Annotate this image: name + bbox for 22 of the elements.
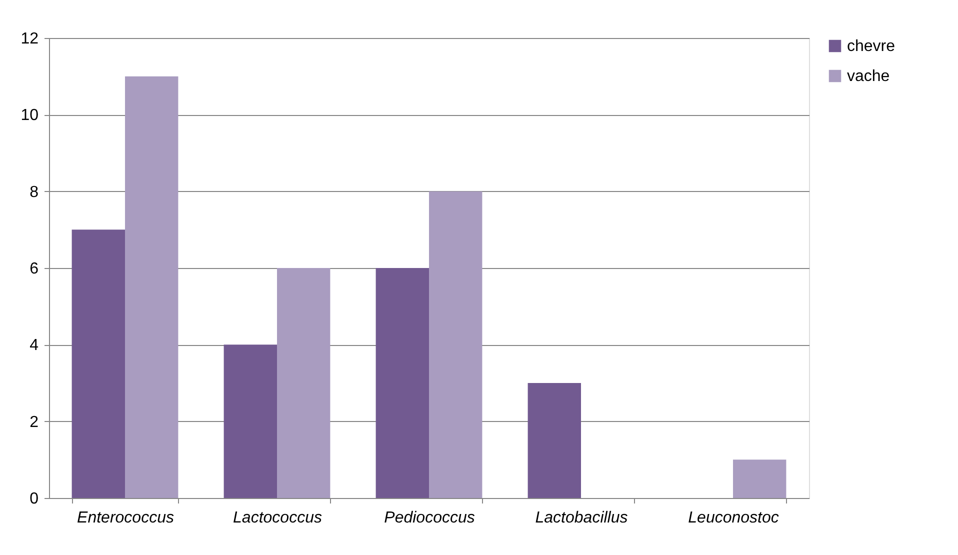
x-tick-label: Pediococcus bbox=[384, 510, 475, 526]
bar bbox=[528, 383, 581, 498]
y-tick-label: 0 bbox=[30, 490, 39, 508]
x-tick-label: Leuconostoc bbox=[688, 510, 779, 526]
y-tick-label: 4 bbox=[30, 337, 39, 354]
y-tick-label: 6 bbox=[30, 260, 39, 278]
bar bbox=[277, 268, 330, 498]
y-tick-label: 2 bbox=[30, 414, 39, 431]
bar bbox=[72, 230, 125, 498]
bar bbox=[429, 191, 482, 498]
y-tick-label: 10 bbox=[20, 107, 39, 124]
legend-label: vache bbox=[847, 68, 890, 85]
bar bbox=[376, 268, 429, 498]
legend-label: chevre bbox=[847, 38, 896, 55]
y-tick-label: 12 bbox=[20, 30, 39, 48]
x-tick-label: Lactobacillus bbox=[535, 510, 628, 526]
bar bbox=[224, 344, 277, 498]
x-tick-label: Lactococcus bbox=[233, 510, 322, 526]
y-tick-label: 8 bbox=[30, 184, 39, 201]
x-tick-label: Enterococcus bbox=[77, 510, 174, 526]
bar bbox=[733, 460, 786, 498]
bar bbox=[125, 76, 178, 498]
